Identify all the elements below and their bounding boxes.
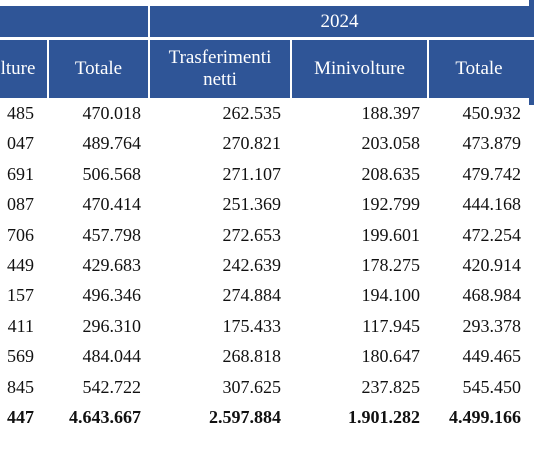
cell-minivolture-2023: 411 <box>7 315 34 336</box>
cell-minivolture-2024: 180.647 <box>361 346 421 367</box>
year-header: 2024 <box>320 11 359 32</box>
cell-minivolture-2023: 047 <box>7 133 34 154</box>
cell-totale-2024: 293.378 <box>462 315 522 336</box>
right-edge-gap <box>529 37 534 40</box>
cell-minivolture-2024: 1.901.282 <box>348 407 420 427</box>
cell-minivolture-2024: 203.058 <box>361 133 421 154</box>
cell-minivolture-2023: 706 <box>7 224 34 245</box>
cell-totale-2023: 470.018 <box>82 103 142 123</box>
cell-trasferimenti: 307.625 <box>222 376 282 397</box>
cell-minivolture-2023: 087 <box>7 194 34 215</box>
header-divider <box>148 40 150 98</box>
cell-totale-2024: 4.499.166 <box>449 407 521 427</box>
cell-minivolture-2023: 569 <box>7 346 34 367</box>
cell-minivolture-2024: 237.825 <box>361 376 421 397</box>
cell-minivolture-2024: 117.945 <box>362 315 420 336</box>
col-header-minivolture-2024: Minivolture <box>314 58 405 80</box>
cell-trasferimenti: 175.433 <box>222 315 282 336</box>
cell-trasferimenti: 270.821 <box>222 133 282 154</box>
cell-totale-2023: 506.568 <box>82 163 142 184</box>
cell-totale-2023: 470.414 <box>82 194 142 215</box>
header-divider <box>290 40 292 98</box>
cell-totale-2024: 450.932 <box>462 103 522 123</box>
header-divider <box>47 40 49 98</box>
header-divider <box>427 40 429 98</box>
col-header-totale-2023: Totale <box>74 58 123 80</box>
cell-totale-2023: 496.346 <box>82 285 142 306</box>
cell-trasferimenti: 271.107 <box>222 163 282 184</box>
cell-minivolture-2023: 691 <box>7 163 34 184</box>
cell-trasferimenti: 251.369 <box>222 194 282 215</box>
cell-totale-2023: 457.798 <box>82 224 142 245</box>
cell-minivolture-2024: 194.100 <box>361 285 421 306</box>
cell-totale-2023: 296.310 <box>82 315 142 336</box>
cell-minivolture-2024: 192.799 <box>361 194 421 215</box>
cell-minivolture-2023: 449 <box>7 255 34 275</box>
cell-trasferimenti: 268.818 <box>222 346 282 367</box>
header-band-columns <box>0 40 529 98</box>
cell-minivolture-2024: 188.397 <box>361 103 421 123</box>
col-header-minivolture-2023: lture <box>0 58 36 80</box>
cell-totale-2024: 449.465 <box>462 346 522 367</box>
cell-minivolture-2024: 208.635 <box>361 163 421 184</box>
cell-totale-2024: 420.914 <box>462 255 522 275</box>
cell-trasferimenti: 272.653 <box>222 224 282 245</box>
col-header-trasferimenti: Trasferimenti netti <box>168 47 272 90</box>
cell-totale-2023: 542.722 <box>82 376 142 397</box>
cell-minivolture-2023: 447 <box>7 407 34 427</box>
cell-trasferimenti: 2.597.884 <box>209 407 281 427</box>
header-band-top <box>0 6 529 37</box>
right-edge-band <box>529 0 534 105</box>
cell-trasferimenti: 274.884 <box>222 285 282 306</box>
cell-totale-2024: 468.984 <box>462 285 522 306</box>
cell-minivolture-2023: 157 <box>7 285 34 306</box>
cell-totale-2024: 472.254 <box>462 224 522 245</box>
cell-totale-2023: 4.643.667 <box>69 407 141 427</box>
cell-minivolture-2023: 485 <box>7 103 34 123</box>
cell-totale-2023: 484.044 <box>82 346 142 367</box>
cell-totale-2024: 479.742 <box>462 163 522 184</box>
cell-minivolture-2024: 199.601 <box>361 224 421 245</box>
cell-minivolture-2023: 845 <box>7 376 34 397</box>
cell-totale-2023: 429.683 <box>82 255 142 275</box>
cell-totale-2024: 545.450 <box>462 376 522 397</box>
col-header-totale-2024: Totale <box>455 58 503 80</box>
header-divider <box>148 6 150 37</box>
cell-totale-2024: 473.879 <box>462 133 522 154</box>
cell-trasferimenti: 262.535 <box>222 103 282 123</box>
cell-totale-2024: 444.168 <box>462 194 522 215</box>
cell-minivolture-2024: 178.275 <box>361 255 421 275</box>
cell-totale-2023: 489.764 <box>82 133 142 154</box>
cell-trasferimenti: 242.639 <box>222 255 282 275</box>
